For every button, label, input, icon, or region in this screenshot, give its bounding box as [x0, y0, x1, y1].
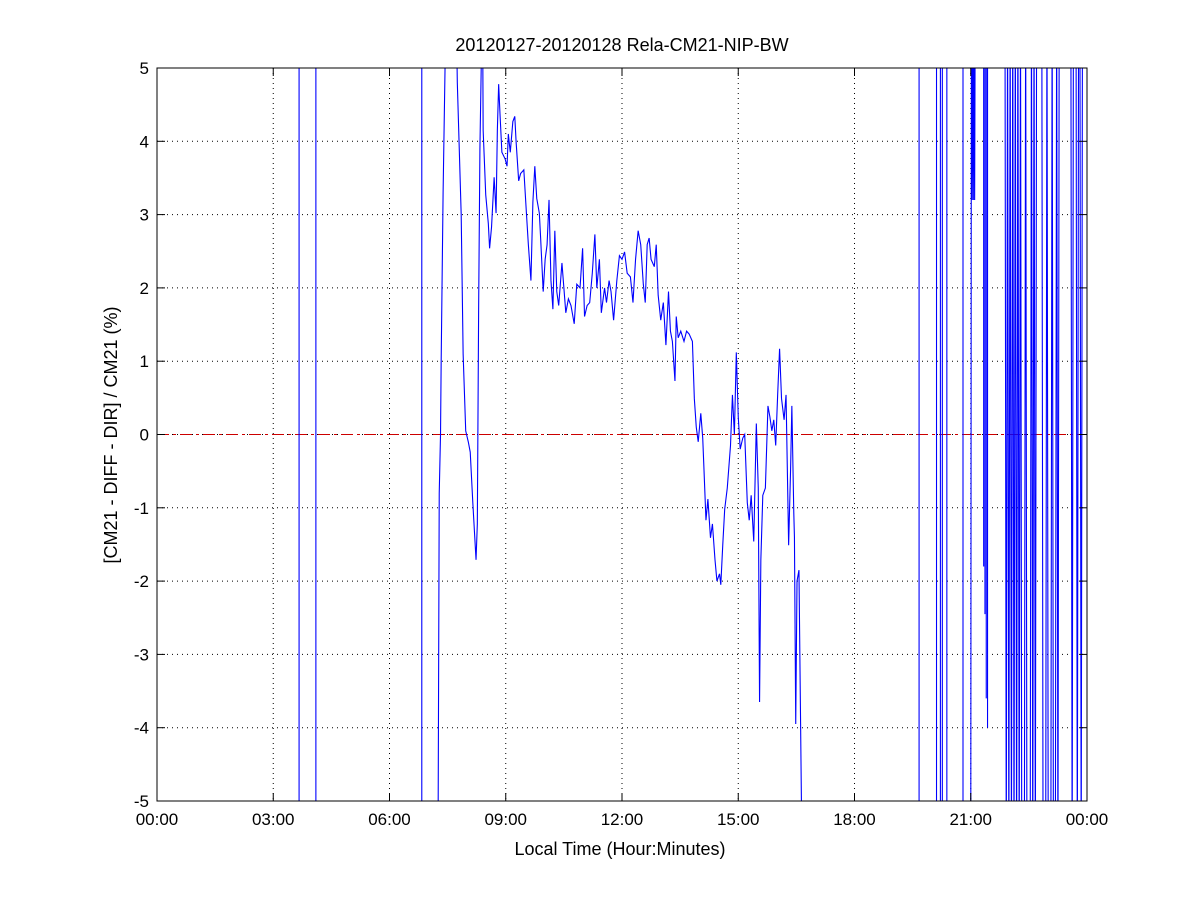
y-axis-label: [CM21 - DIFF - DIR] / CM21 (%): [101, 306, 121, 563]
y-tick-label: 2: [140, 279, 149, 298]
x-tick-label: 06:00: [368, 810, 411, 829]
series-line: [298, 68, 1083, 801]
y-tick-label: 4: [140, 132, 149, 151]
y-tick-label: 0: [140, 426, 149, 445]
x-tick-label: 03:00: [252, 810, 295, 829]
x-tick-label: 00:00: [136, 810, 179, 829]
y-tick-label: 5: [140, 59, 149, 78]
axis-ticks: 00:00 03:00 06:00 09:00 12:00 15:00 18:00 21:00…: [134, 59, 1108, 829]
y-tick-label: 1: [140, 352, 149, 371]
chart-title: 20120127-20120128 Rela-CM21-NIP-BW: [455, 35, 788, 55]
x-axis-label: Local Time (Hour:Minutes): [514, 839, 725, 859]
x-tick-label: 18:00: [833, 810, 876, 829]
x-tick-label: 15:00: [717, 810, 760, 829]
y-tick-label: -3: [134, 645, 149, 664]
x-tick-label: 09:00: [484, 810, 527, 829]
y-tick-label: -2: [134, 572, 149, 591]
x-tick-label: 00:00: [1066, 810, 1109, 829]
y-tick-label: 3: [140, 206, 149, 225]
x-tick-label: 21:00: [949, 810, 992, 829]
y-tick-label: -5: [134, 792, 149, 811]
y-tick-label: -1: [134, 499, 149, 518]
y-tick-label: -4: [134, 719, 149, 738]
x-tick-label: 12:00: [601, 810, 644, 829]
